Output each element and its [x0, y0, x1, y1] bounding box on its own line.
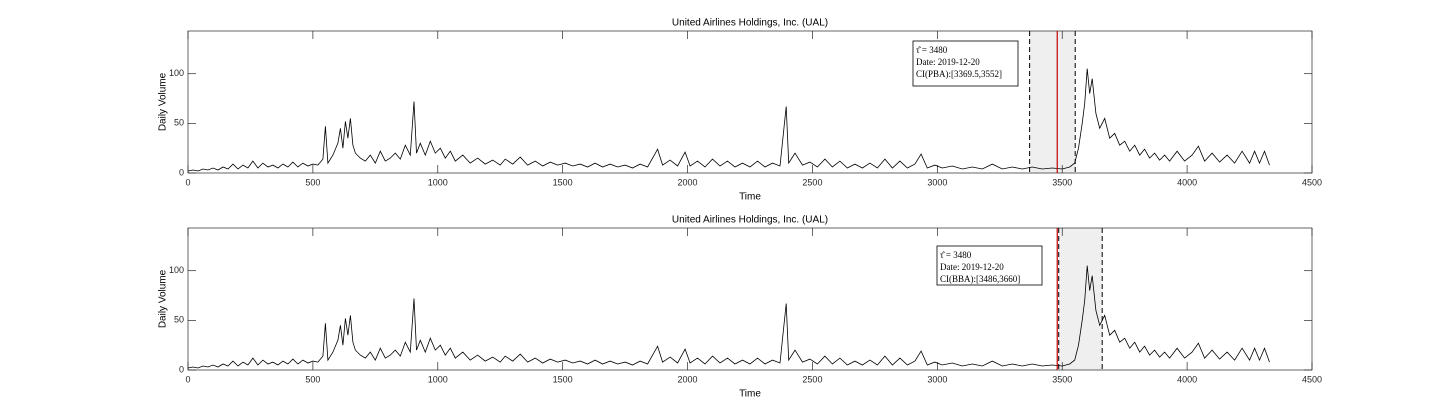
- data-line: [187, 265, 1270, 369]
- y-tick-label: 0: [179, 364, 184, 374]
- annotation-text: CI(BBA):[3486,3660]: [940, 274, 1020, 284]
- y-axis-label: Daily Volume: [158, 72, 169, 131]
- x-tick-label: 2000: [678, 374, 698, 384]
- x-tick-label: 1000: [428, 177, 448, 187]
- x-tick-label: 3500: [1052, 177, 1072, 187]
- annotation-text: τ̂ = 3480: [916, 45, 948, 55]
- x-tick-label: 500: [305, 374, 320, 384]
- x-tick-label: 3000: [927, 374, 947, 384]
- x-axis-label: Time: [739, 192, 761, 203]
- y-axis-label: Daily Volume: [158, 269, 169, 328]
- chart-title: United Airlines Holdings, Inc. (UAL): [672, 215, 828, 226]
- x-axis-label: Time: [739, 389, 761, 400]
- ci-region: [1058, 228, 1103, 370]
- x-tick-label: 3500: [1052, 374, 1072, 384]
- annotation-text: Date: 2019-12-20: [916, 57, 980, 67]
- ci-region: [1029, 31, 1076, 173]
- subplot: 0 500 1000 1500 2000 2500 3000 3500 4000 4500 0 50 1…: [158, 18, 1322, 203]
- annotation-text: Date: 2019-12-20: [940, 262, 1004, 272]
- x-tick-label: 3000: [927, 177, 947, 187]
- annotation-text: τ̂ = 3480: [940, 250, 972, 260]
- y-tick-label: 50: [174, 118, 184, 128]
- data-line: [187, 68, 1270, 172]
- x-tick-label: 0: [185, 374, 190, 384]
- x-tick-label: 4500: [1302, 177, 1322, 187]
- annotation-box: [912, 40, 1019, 87]
- x-tick-label: 4000: [1177, 374, 1197, 384]
- x-tick-label: 1500: [553, 177, 573, 187]
- y-tick-label: 100: [169, 68, 184, 78]
- x-tick-label: 1500: [553, 374, 573, 384]
- chart-title: United Airlines Holdings, Inc. (UAL): [672, 18, 828, 29]
- annotation-text: CI(PBA):[3369.5,3552]: [916, 69, 1002, 79]
- y-tick-label: 0: [179, 167, 184, 177]
- axes-box: [187, 30, 1313, 174]
- x-tick-label: 4000: [1177, 177, 1197, 187]
- y-tick-label: 100: [169, 265, 184, 275]
- x-tick-label: 1000: [428, 374, 448, 384]
- x-tick-label: 2000: [678, 177, 698, 187]
- x-tick-label: 500: [305, 177, 320, 187]
- x-tick-label: 4500: [1302, 374, 1322, 384]
- x-tick-label: 2500: [802, 177, 822, 187]
- axes-box: [187, 227, 1313, 371]
- annotation-box: [936, 245, 1043, 286]
- subplot: 0 500 1000 1500 2000 2500 3000 3500 4000 4500 0 50 1…: [158, 215, 1322, 400]
- y-tick-label: 50: [174, 315, 184, 325]
- x-tick-label: 0: [185, 177, 190, 187]
- x-tick-label: 2500: [802, 374, 822, 384]
